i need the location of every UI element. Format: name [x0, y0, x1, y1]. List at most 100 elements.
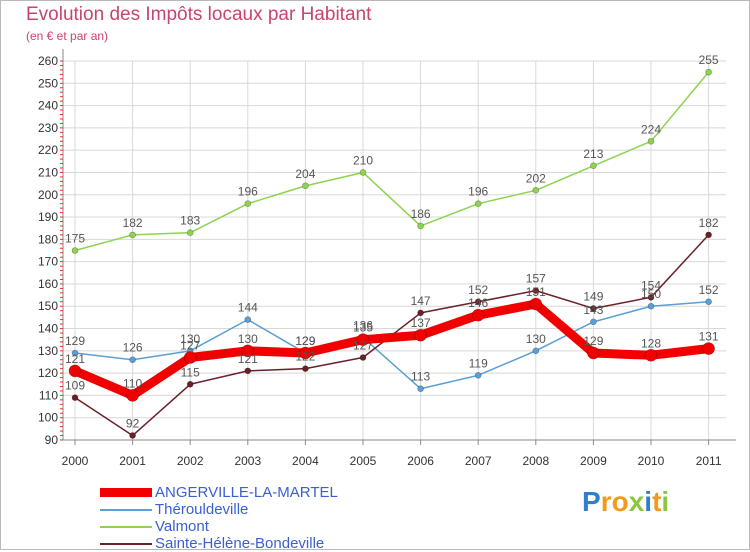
data-label-valmont: 183 — [180, 214, 200, 228]
logo-letter: x — [628, 486, 645, 517]
x-tick-label: 2004 — [292, 454, 319, 468]
data-point-valmont — [647, 137, 655, 145]
data-label-sainte-h-l-ne-bondeville: 121 — [238, 352, 258, 366]
x-tick-label: 2001 — [119, 454, 146, 468]
logo-letter: t — [652, 486, 662, 517]
grid — [63, 60, 726, 441]
data-label-th-rouldeville: 119 — [469, 356, 488, 370]
data-label-angerville-la-martel: 131 — [699, 330, 719, 344]
x-tick-label: 2006 — [407, 454, 434, 468]
data-label-th-rouldeville: 143 — [583, 303, 603, 317]
y-tick-label: 130 — [38, 344, 58, 358]
data-label-th-rouldeville: 130 — [526, 332, 546, 346]
logo-letter: i — [644, 486, 653, 517]
data-label-sainte-h-l-ne-bondeville: 92 — [126, 417, 140, 431]
data-point-valmont — [474, 200, 482, 207]
x-tick-label: 2011 — [696, 454, 722, 468]
y-tick-label: 260 — [38, 54, 58, 68]
logo-letter: o — [611, 486, 629, 517]
data-point-sainte-h-l-ne-bondeville — [244, 367, 252, 375]
data-label-sainte-h-l-ne-bondeville: 115 — [181, 365, 200, 379]
data-label-th-rouldeville: 144 — [238, 301, 258, 315]
data-label-angerville-la-martel: 129 — [583, 334, 603, 348]
data-point-angerville-la-martel — [702, 342, 715, 355]
data-point-sainte-h-l-ne-bondeville — [129, 432, 136, 439]
x-tick-label: 2010 — [638, 454, 665, 468]
series-line-valmont — [74, 71, 710, 252]
data-label-valmont: 224 — [641, 122, 661, 136]
data-point-valmont — [590, 162, 597, 170]
data-label-angerville-la-martel: 137 — [411, 316, 431, 330]
series-line-angerville-la-martel — [70, 299, 714, 400]
data-point-valmont — [71, 247, 79, 254]
y-tick-label: 190 — [38, 210, 58, 224]
legend-swatch-therouldeville — [100, 509, 152, 511]
data-label-valmont: 186 — [411, 207, 431, 221]
data-point-th-rouldeville — [590, 318, 597, 326]
data-point-angerville-la-martel — [68, 364, 82, 378]
data-point-valmont — [129, 231, 136, 239]
y-tick-label: 210 — [38, 165, 58, 179]
data-point-th-rouldeville — [71, 349, 79, 357]
data-label-angerville-la-martel: 127 — [180, 339, 200, 353]
data-point-angerville-la-martel — [471, 308, 485, 322]
y-tick-label: 100 — [38, 411, 58, 425]
data-label-sainte-h-l-ne-bondeville: 152 — [468, 283, 488, 297]
data-label-th-rouldeville: 136 — [353, 318, 373, 332]
y-tick-label: 200 — [38, 188, 58, 202]
chart-subtitle: (en € et par an) — [26, 29, 109, 43]
data-point-sainte-h-l-ne-bondeville — [474, 298, 482, 306]
data-point-angerville-la-martel — [587, 346, 600, 360]
data-point-sainte-h-l-ne-bondeville — [532, 287, 540, 294]
data-label-sainte-h-l-ne-bondeville: 154 — [641, 278, 661, 292]
y-tick-label: 120 — [38, 366, 58, 380]
y-tick-label: 150 — [38, 299, 58, 313]
data-label-valmont: 210 — [353, 153, 373, 167]
data-label-angerville-la-martel: 121 — [65, 352, 85, 366]
data-point-angerville-la-martel — [356, 333, 370, 346]
data-point-angerville-la-martel — [644, 348, 658, 362]
data-point-angerville-la-martel — [414, 328, 427, 342]
data-point-th-rouldeville — [417, 385, 424, 393]
x-tick-label: 2002 — [177, 454, 204, 468]
data-point-th-rouldeville — [129, 356, 136, 364]
data-point-sainte-h-l-ne-bondeville — [705, 231, 712, 239]
data-label-sainte-h-l-ne-bondeville: 182 — [699, 216, 719, 230]
data-point-valmont — [302, 182, 309, 190]
x-tick-label: 2005 — [350, 454, 377, 468]
x-tick-label: 2007 — [465, 454, 492, 468]
y-tick-label: 170 — [38, 255, 58, 269]
data-label-th-rouldeville: 113 — [411, 370, 430, 384]
data-point-valmont — [359, 169, 367, 176]
data-label-th-rouldeville: 152 — [699, 283, 719, 297]
series-line-th-rouldeville — [74, 301, 710, 390]
y-tick-label: 240 — [38, 99, 58, 113]
y-tick-label: 140 — [38, 322, 58, 336]
logo-letter: P — [582, 486, 601, 517]
logo-letter: r — [600, 486, 612, 517]
logo-letter: i — [661, 486, 670, 517]
data-label-sainte-h-l-ne-bondeville: 149 — [583, 289, 603, 303]
data-label-sainte-h-l-ne-bondeville: 147 — [411, 294, 431, 308]
x-tick-label: 2003 — [234, 454, 261, 468]
data-point-sainte-h-l-ne-bondeville — [302, 365, 309, 372]
data-point-angerville-la-martel — [529, 297, 543, 311]
y-tick-label: 230 — [38, 121, 58, 135]
data-label-valmont: 213 — [583, 147, 603, 161]
data-label-angerville-la-martel: 110 — [123, 376, 142, 390]
data-point-valmont — [244, 200, 252, 207]
data-label-valmont: 196 — [238, 185, 258, 199]
data-label-angerville-la-martel: 128 — [641, 336, 661, 350]
data-label-valmont: 202 — [526, 171, 546, 185]
data-point-valmont — [417, 222, 424, 230]
data-point-th-rouldeville — [532, 347, 540, 355]
y-tick-label: 160 — [38, 277, 58, 291]
data-point-sainte-h-l-ne-bondeville — [71, 394, 79, 401]
data-label-angerville-la-martel: 151 — [526, 285, 546, 299]
legend-swatch-angerville — [100, 488, 152, 497]
legend-label-valmont: Valmont — [155, 518, 209, 535]
legend-swatch-valmont — [100, 526, 152, 528]
x-tick-label: 2009 — [580, 454, 607, 468]
y-tick-label: 180 — [38, 232, 58, 246]
